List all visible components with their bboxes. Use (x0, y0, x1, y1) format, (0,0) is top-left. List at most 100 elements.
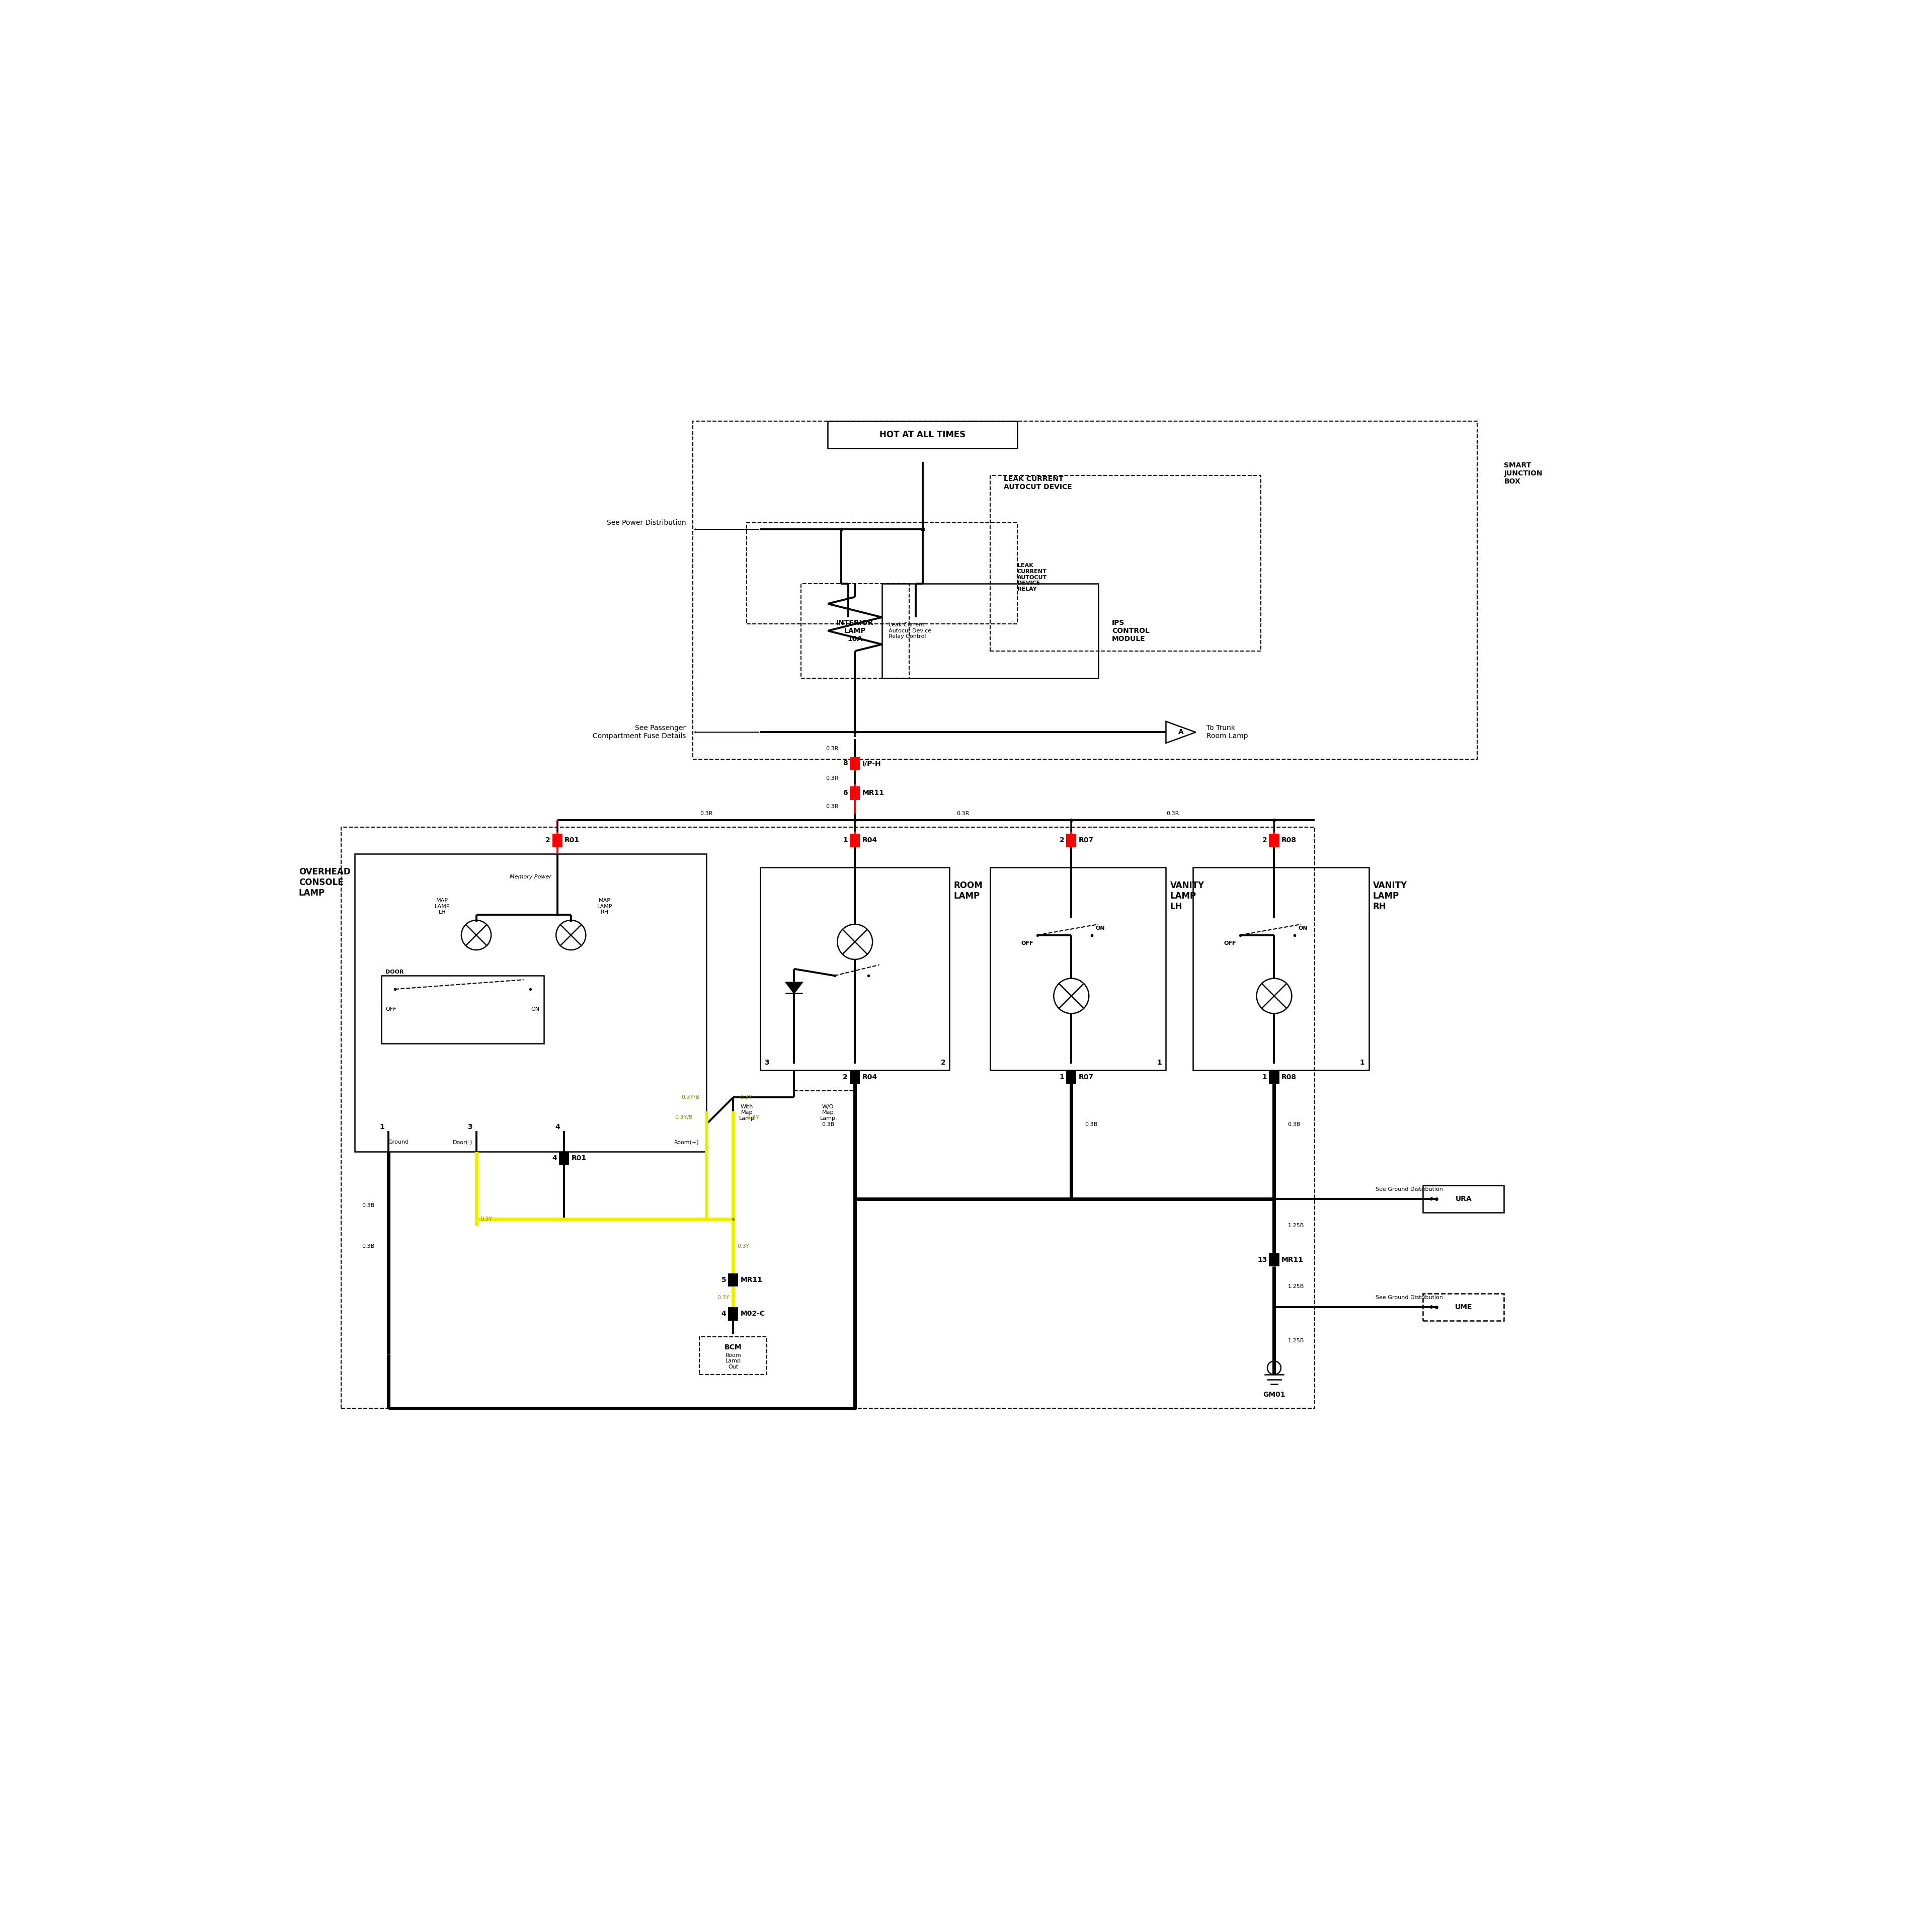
Text: 5: 5 (721, 1277, 726, 1283)
Text: MR11: MR11 (1281, 1256, 1304, 1264)
Text: Memory Power: Memory Power (510, 875, 551, 879)
Text: ON: ON (1298, 925, 1308, 931)
Text: 4: 4 (554, 1124, 560, 1130)
Text: VANITY
LAMP
RH: VANITY LAMP RH (1374, 881, 1406, 912)
Bar (728, 1308, 738, 1321)
Bar (800, 583, 908, 678)
Text: 1.25B: 1.25B (1287, 1223, 1304, 1229)
Bar (1269, 1070, 1279, 1084)
Text: Room(+): Room(+) (674, 1140, 699, 1144)
Text: 0.3Y: 0.3Y (717, 1294, 728, 1300)
Text: See Ground Distribution: See Ground Distribution (1376, 1294, 1443, 1300)
Text: IPS
CONTROL
MODULE: IPS CONTROL MODULE (1111, 618, 1150, 643)
Text: 0.3B: 0.3B (821, 1122, 835, 1126)
Text: R04: R04 (862, 837, 877, 844)
Bar (699, 1337, 767, 1376)
Text: LEAK CURRENT
AUTOCUT DEVICE: LEAK CURRENT AUTOCUT DEVICE (1003, 475, 1072, 491)
Text: OFF: OFF (386, 1007, 396, 1012)
Text: OVERHEAD
CONSOLE
LAMP: OVERHEAD CONSOLE LAMP (299, 867, 350, 898)
Bar (692, 421, 1476, 759)
Bar (1066, 1070, 1076, 1084)
Text: 0.3B: 0.3B (1287, 1122, 1300, 1126)
Text: 8: 8 (842, 759, 848, 767)
Text: With
Map
Lamp: With Map Lamp (738, 1105, 755, 1121)
Text: Door(-): Door(-) (452, 1140, 473, 1144)
Bar (850, 757, 860, 771)
Text: 0.3Y/B: 0.3Y/B (682, 1095, 699, 1099)
Text: I/P-H: I/P-H (862, 759, 881, 767)
Bar (989, 867, 1165, 1070)
Bar (850, 1070, 860, 1084)
Bar (381, 976, 545, 1043)
Text: 0.3B: 0.3B (1086, 1122, 1097, 1126)
Text: 1: 1 (1262, 1074, 1267, 1080)
Bar (759, 867, 951, 1070)
Text: 0.3Y: 0.3Y (740, 1095, 752, 1099)
Text: W/O
Map
Lamp: W/O Map Lamp (819, 1105, 837, 1121)
Text: R01: R01 (564, 837, 580, 844)
Text: URA: URA (1455, 1196, 1472, 1202)
Text: Ground: Ground (388, 1140, 410, 1144)
Bar (850, 835, 860, 846)
Bar (881, 583, 1097, 678)
Text: DOOR: DOOR (386, 970, 404, 974)
Bar (1269, 1254, 1279, 1267)
Text: 6: 6 (842, 790, 848, 796)
Text: MR11: MR11 (740, 1277, 763, 1283)
Bar (1192, 867, 1368, 1070)
Text: 0.3R: 0.3R (825, 804, 838, 810)
Text: 1: 1 (842, 837, 848, 844)
Text: 13: 13 (1258, 1256, 1267, 1264)
Text: Leak Current
Autocut Device
Relay Control: Leak Current Autocut Device Relay Contro… (889, 622, 931, 639)
Text: MAP
LAMP
RH: MAP LAMP RH (597, 898, 612, 916)
Text: 1: 1 (1360, 1059, 1364, 1066)
Text: A: A (1179, 728, 1184, 736)
Bar (340, 827, 1314, 1408)
Text: 2: 2 (545, 837, 551, 844)
Text: M02-C: M02-C (740, 1310, 765, 1318)
Text: 1.25B: 1.25B (1287, 1285, 1304, 1289)
Text: 0.3R: 0.3R (956, 811, 970, 815)
Text: 0.3Y: 0.3Y (481, 1217, 493, 1221)
Text: Room
Lamp
Out: Room Lamp Out (725, 1352, 742, 1370)
Text: LEAK
CURRENT
AUTOCUT
DEVICE
RELAY: LEAK CURRENT AUTOCUT DEVICE RELAY (1016, 564, 1047, 591)
Text: 2: 2 (842, 1074, 848, 1080)
Bar (558, 1151, 570, 1165)
Bar (1422, 1186, 1503, 1213)
Text: 0.3B: 0.3B (361, 1244, 375, 1248)
Text: R08: R08 (1281, 1074, 1296, 1080)
Bar (355, 854, 707, 1151)
Bar (989, 475, 1260, 651)
Bar (1269, 835, 1279, 846)
Text: 0.3Y: 0.3Y (738, 1244, 750, 1248)
Text: OFF: OFF (1225, 941, 1236, 947)
Polygon shape (786, 983, 802, 993)
Text: R01: R01 (572, 1155, 587, 1161)
Text: To Trunk
Room Lamp: To Trunk Room Lamp (1206, 725, 1248, 740)
Bar (1066, 835, 1076, 846)
Text: 0.3R: 0.3R (1167, 811, 1179, 815)
Text: ON: ON (531, 1007, 539, 1012)
Bar (746, 524, 1016, 624)
Text: 1: 1 (379, 1124, 384, 1130)
Text: 0.3Y/B: 0.3Y/B (674, 1115, 692, 1121)
Text: 0.3R: 0.3R (699, 811, 713, 815)
Text: 2: 2 (1262, 837, 1267, 844)
Text: MR11: MR11 (862, 790, 885, 796)
Text: 3: 3 (765, 1059, 769, 1066)
Text: R04: R04 (862, 1074, 877, 1080)
Bar (728, 1273, 738, 1287)
Text: 1.25B: 1.25B (1287, 1339, 1304, 1343)
Text: MAP
LAMP
LH: MAP LAMP LH (435, 898, 450, 916)
Bar (553, 835, 562, 846)
Text: 3: 3 (468, 1124, 471, 1130)
Text: HOT AT ALL TIMES: HOT AT ALL TIMES (879, 431, 966, 439)
Text: BCM: BCM (725, 1345, 742, 1350)
Text: ON: ON (1095, 925, 1105, 931)
Text: SMART
JUNCTION
BOX: SMART JUNCTION BOX (1503, 462, 1542, 485)
Text: UME: UME (1455, 1304, 1472, 1310)
Bar (827, 421, 1016, 448)
Text: 1: 1 (1059, 1074, 1065, 1080)
Text: OFF: OFF (1022, 941, 1034, 947)
Bar (1422, 1294, 1503, 1321)
